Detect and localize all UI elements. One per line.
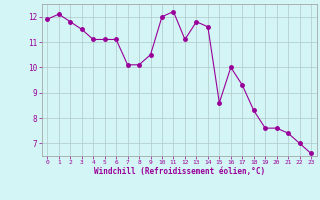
X-axis label: Windchill (Refroidissement éolien,°C): Windchill (Refroidissement éolien,°C) (94, 167, 265, 176)
